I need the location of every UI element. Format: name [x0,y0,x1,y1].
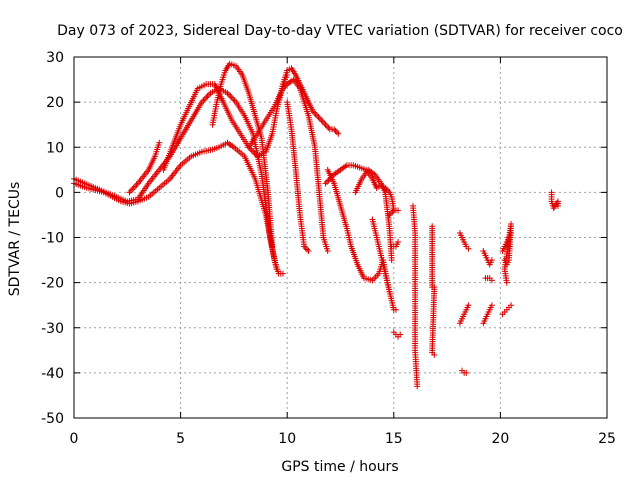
data-point [314,112,321,119]
x-tick-label: 5 [176,431,185,447]
data-point [201,96,208,103]
tick-labels: 0 5 10 15 20 25 -50 -40 -30 -20 -10 0 10 20 30 [41,50,616,447]
y-tick-label: -10 [41,231,64,247]
data-point [335,130,342,137]
data-point [156,139,163,146]
data-point [132,183,139,190]
y-tick-label: 30 [46,50,64,66]
data-point [321,120,328,127]
data-point [305,248,312,255]
data-point [395,207,402,214]
data-point [414,383,421,390]
data-point [279,270,286,277]
data-point [488,302,495,309]
data-point [323,123,330,130]
data-point [503,279,510,286]
data-point [332,127,339,134]
data-point [312,111,319,118]
data-point [316,115,323,122]
data-point [333,129,340,136]
data-point [225,91,232,98]
y-tick-label: -20 [41,276,64,292]
data-point [325,124,332,131]
data-point [318,117,325,124]
x-tick-label: 20 [491,431,509,447]
data-point [228,94,235,101]
data-point [508,302,515,309]
x-axis-label: GPS time / hours [281,459,398,475]
y-axis-label: SDTVAR / TECUs [7,182,23,297]
data-point [388,257,395,264]
x-tick-label: 10 [278,431,296,447]
data-point [231,97,238,104]
x-tick-label: 15 [385,431,403,447]
data-point [395,239,402,246]
data-point [488,277,495,284]
data-point [204,93,211,100]
x-tick-label: 0 [70,431,79,447]
data-point [206,91,213,98]
data-point [465,302,472,309]
data-point [304,246,311,253]
data-point [130,184,137,191]
y-tick-label: -50 [41,411,64,427]
data-point [323,178,330,185]
y-tick-label: -30 [41,321,64,337]
data-point [319,118,326,125]
data-point [250,148,257,155]
data-point [386,288,393,295]
data-point [397,331,404,338]
data-point [315,114,322,121]
x-tick-label: 25 [598,431,616,447]
grid-lines [74,57,607,418]
data-point [431,351,438,358]
data-point [324,248,331,255]
y-tick-label: 10 [46,140,64,156]
data-points [71,60,561,390]
data-point [203,94,210,101]
data-point [463,369,470,376]
y-tick-label: 20 [46,95,64,111]
data-point [230,96,237,103]
data-point [126,189,133,196]
data-point [273,266,280,273]
data-point [554,202,561,209]
data-point [392,306,399,313]
data-point [322,121,329,128]
data-point [133,181,140,188]
chart-title: Day 073 of 2023, Sidereal Day-to-day VTE… [57,23,623,39]
data-point [322,180,329,187]
data-point [465,245,472,252]
data-point [227,93,234,100]
y-tick-label: -40 [41,366,64,382]
data-point [127,187,134,194]
y-tick-label: 0 [55,185,64,201]
plot-frame [73,56,608,419]
data-point [129,186,136,193]
data-point [488,257,495,264]
data-point [269,243,276,250]
